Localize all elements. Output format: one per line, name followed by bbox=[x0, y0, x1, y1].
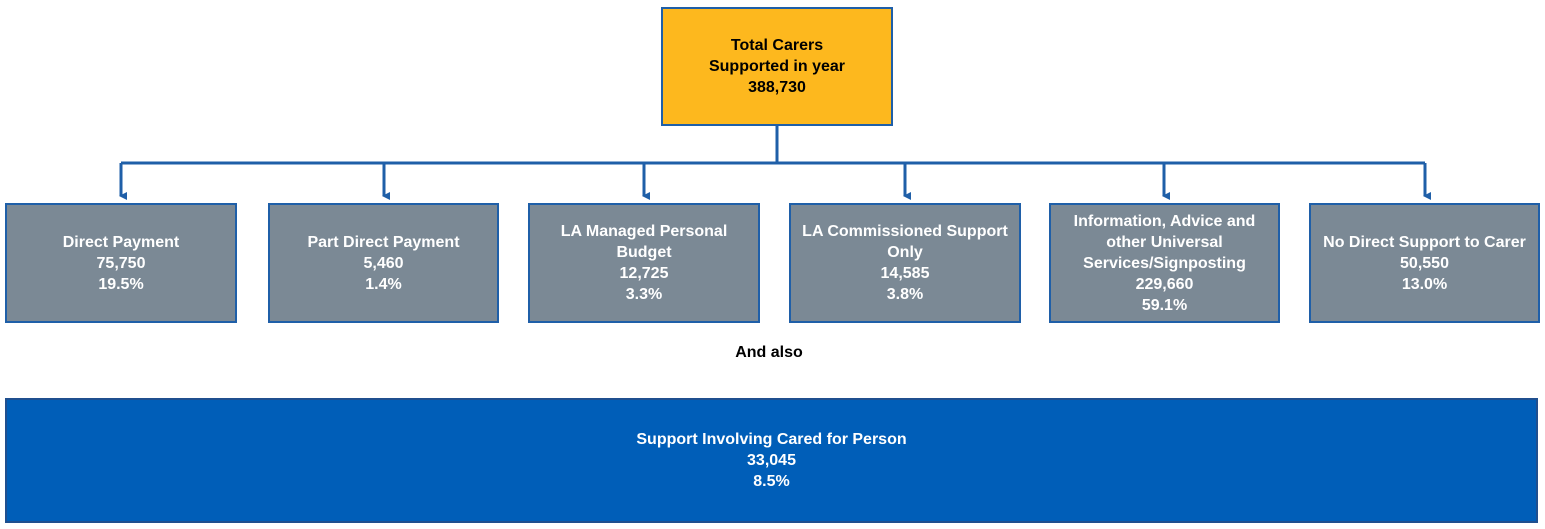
node-box: LA Commissioned Support Only 14,585 3.8% bbox=[789, 203, 1021, 323]
extra-value: 33,045 bbox=[747, 452, 796, 469]
node-share: 19.5% bbox=[98, 275, 144, 293]
node-label: No Direct Support to Carer bbox=[1323, 233, 1526, 251]
connector-text: And also bbox=[735, 344, 803, 361]
node-box: LA Managed Personal Budget 12,725 3.3% bbox=[528, 203, 760, 323]
extra-share: 8.5% bbox=[753, 473, 790, 490]
root-box: Total Carers Supported in year 388,730 bbox=[661, 7, 893, 126]
node-share: 3.3% bbox=[625, 286, 663, 303]
node-value: 12,725 bbox=[619, 265, 669, 282]
node-share: 3.8% bbox=[886, 286, 924, 303]
node-label: LA Commissioned Support Only bbox=[802, 223, 1008, 261]
node-label: LA Managed Personal Budget bbox=[560, 223, 728, 261]
node-value: 229,660 bbox=[1135, 275, 1194, 293]
extra-label: Support Involving Cared for Person bbox=[636, 431, 907, 448]
root-value: 388,730 bbox=[748, 79, 806, 96]
node-box: No Direct Support to Carer 50,550 13.0% bbox=[1309, 203, 1540, 323]
node-value: 75,750 bbox=[96, 254, 146, 272]
node-value: 14,585 bbox=[880, 265, 930, 282]
node-value: 50,550 bbox=[1400, 254, 1449, 272]
node-value: 5,460 bbox=[363, 254, 404, 272]
node-label: Information, Advice and other Universal … bbox=[1073, 212, 1256, 272]
node-label: Direct Payment bbox=[62, 233, 180, 251]
node-share: 59.1% bbox=[1141, 296, 1188, 314]
node-share: 13.0% bbox=[1401, 275, 1448, 293]
node-share: 1.4% bbox=[365, 275, 402, 293]
node-box: Direct Payment 75,750 19.5% bbox=[5, 203, 237, 323]
node-label: Part Direct Payment bbox=[307, 233, 460, 251]
extra-box: Support Involving Cared for Person 33,04… bbox=[5, 398, 1538, 523]
node-box: Information, Advice and other Universal … bbox=[1049, 203, 1280, 323]
node-box: Part Direct Payment 5,460 1.4% bbox=[268, 203, 499, 323]
root-label: Total Carers Supported in year bbox=[708, 37, 846, 75]
